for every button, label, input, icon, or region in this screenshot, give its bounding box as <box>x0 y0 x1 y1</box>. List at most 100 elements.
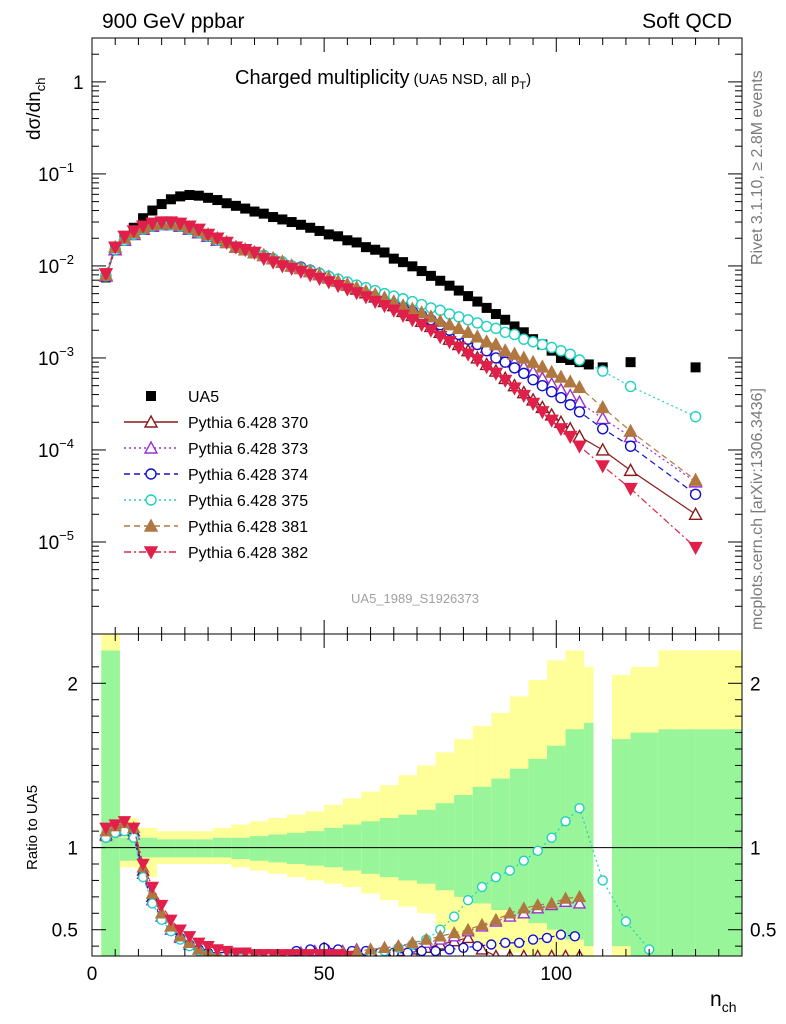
legend-marker <box>143 546 159 560</box>
data-point <box>212 195 223 206</box>
data-point <box>623 423 638 437</box>
data-point <box>453 285 464 296</box>
ratio-point <box>531 898 545 911</box>
data-point <box>555 344 567 357</box>
legend: UA5 Pythia 6.428 370 Pythia 6.428 373 Pythi… <box>124 389 308 562</box>
data-point <box>490 322 502 335</box>
ratio-y-tick-label: 1 <box>67 839 78 860</box>
data-point <box>498 374 513 388</box>
x-axis-label: nch <box>710 988 736 1015</box>
data-point <box>423 324 439 338</box>
data-point <box>490 352 502 364</box>
data-point <box>314 225 325 236</box>
y-tick-label: 10−3 <box>38 344 74 370</box>
legend-marker <box>143 440 159 454</box>
data-point <box>573 354 586 366</box>
ratio-point <box>164 914 178 927</box>
data-point <box>163 216 179 230</box>
legend-label: Pythia 6.428 374 <box>188 467 308 484</box>
data-point <box>277 214 288 225</box>
data-point <box>286 217 297 228</box>
data-point <box>265 256 281 270</box>
data-point <box>597 365 609 377</box>
ratio-point <box>558 891 573 904</box>
header-right: Soft QCD <box>642 10 732 33</box>
data-point <box>370 244 381 255</box>
ratio-point <box>444 944 455 955</box>
main-series <box>98 190 703 556</box>
data-point <box>268 212 279 223</box>
green-band-bin <box>630 732 659 956</box>
ratio-point <box>560 816 571 827</box>
data-point <box>544 364 559 378</box>
data-point <box>624 380 637 393</box>
data-point <box>545 385 558 398</box>
legend-label: Pythia 6.428 381 <box>188 519 308 536</box>
y-tick-label: 10−2 <box>38 252 74 278</box>
data-point <box>525 397 541 411</box>
green-band-bin <box>695 729 742 956</box>
data-point <box>117 230 132 244</box>
data-point <box>210 232 225 246</box>
ratio-point <box>266 949 280 956</box>
data-point <box>564 348 576 360</box>
data-point <box>451 320 466 335</box>
data-point <box>555 352 566 363</box>
data-point <box>508 328 521 341</box>
chart-title-sub-suffix: ) <box>526 71 531 88</box>
data-point <box>480 320 493 333</box>
ratio-point <box>433 929 447 942</box>
ratio-y-label: Ratio to UA5 <box>24 785 41 870</box>
ratio-point <box>597 875 608 886</box>
data-point <box>303 269 318 283</box>
data-point <box>507 382 522 396</box>
data-point <box>342 235 353 246</box>
ratio-point <box>476 881 488 893</box>
data-point <box>624 440 637 452</box>
ratio-point <box>201 940 215 954</box>
ratio-point <box>447 926 461 939</box>
data-point <box>442 317 457 331</box>
data-point <box>595 410 610 425</box>
ratio-point <box>541 932 553 944</box>
data-point <box>688 472 703 486</box>
data-point <box>135 220 151 234</box>
data-point <box>249 206 260 217</box>
data-point <box>690 362 701 373</box>
chart-title: Charged multiplicity (UA5 NSD, all pT) <box>235 67 531 92</box>
x-axis-label-main: n <box>710 988 722 1011</box>
ratio-point <box>574 802 585 814</box>
green-band-bin <box>584 722 594 947</box>
data-point <box>416 266 427 277</box>
ratio-point <box>472 940 483 952</box>
ratio-point <box>377 940 392 953</box>
data-point <box>688 541 703 556</box>
ratio-point <box>546 832 557 843</box>
mcplots-label: mcplots.cern.ch [arXiv:1306.3436] <box>749 388 766 630</box>
data-point <box>481 302 492 313</box>
ratio-point <box>312 949 327 956</box>
data-point <box>597 423 609 435</box>
ratio-point <box>275 949 290 956</box>
ratio-point <box>331 949 345 956</box>
data-point <box>516 389 531 404</box>
data-point <box>527 374 539 386</box>
data-point <box>518 367 530 380</box>
data-point <box>595 399 610 414</box>
ratio-point <box>284 949 299 956</box>
header-left: 900 GeV ppbar <box>102 10 244 33</box>
y-tick-label: 10−1 <box>38 160 74 186</box>
data-point <box>516 350 531 364</box>
data-point <box>535 406 550 420</box>
y-tick-label-base: 10 <box>38 165 59 186</box>
y-tick-label: 10−5 <box>38 528 74 554</box>
ratio-point <box>391 939 406 952</box>
data-point <box>138 213 149 224</box>
ratio-point <box>555 929 567 940</box>
ratio-point <box>475 917 489 930</box>
ratio-point <box>117 816 132 829</box>
data-point <box>321 276 336 290</box>
data-point <box>623 462 638 477</box>
ratio-point <box>257 949 271 956</box>
